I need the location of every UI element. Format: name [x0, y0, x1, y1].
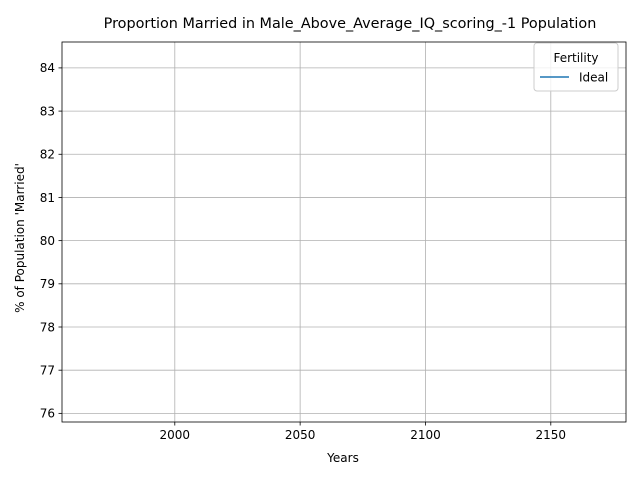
chart-title: Proportion Married in Male_Above_Average…	[104, 16, 597, 32]
legend-box	[533, 42, 619, 92]
y-axis-ticks: 76 77 78 79 80 81 82 83 84	[40, 61, 62, 421]
x-tick-label: 2150	[536, 428, 567, 442]
x-axis-ticks: 2000 2050 2100 2150	[160, 422, 567, 442]
x-tick-label: 2000	[160, 428, 191, 442]
grid	[62, 42, 626, 422]
x-tick-label: 2050	[285, 428, 316, 442]
y-tick-label: 77	[40, 363, 55, 377]
y-tick-label: 78	[40, 320, 55, 334]
y-tick-label: 79	[40, 277, 55, 291]
y-axis-label: % of Population 'Married'	[13, 163, 27, 313]
y-tick-label: 84	[40, 61, 55, 75]
y-tick-label: 76	[40, 407, 55, 421]
plot-area-frame	[61, 41, 627, 423]
x-axis-label: Years	[326, 451, 359, 465]
legend-title: Fertility	[553, 51, 598, 65]
legend-label-ideal: Ideal	[579, 71, 608, 85]
y-tick-label: 82	[40, 148, 55, 162]
x-tick-label: 2100	[410, 428, 441, 442]
legend: Fertility Ideal	[533, 42, 619, 92]
y-tick-label: 81	[40, 191, 55, 205]
y-tick-label: 80	[40, 234, 55, 248]
y-tick-label: 83	[40, 104, 55, 118]
